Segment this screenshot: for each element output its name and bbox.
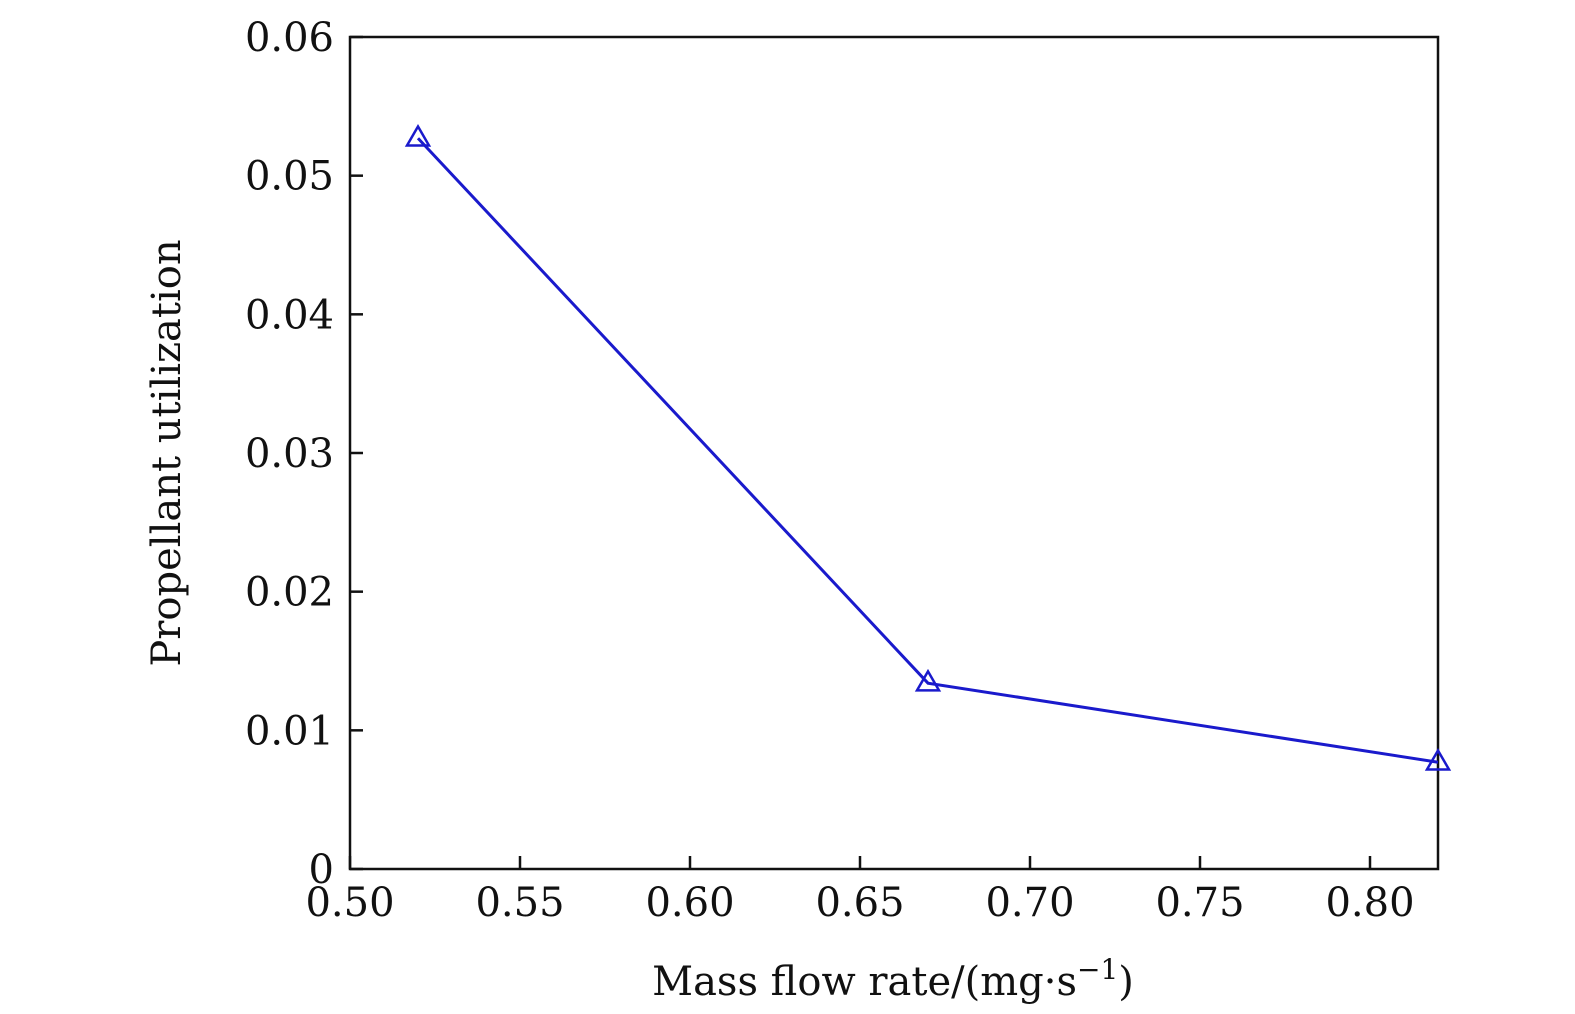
y-axis-title: Propellant utilization xyxy=(144,239,190,666)
x-axis-title: Mass flow rate/(mg·s−1) xyxy=(652,953,1134,1005)
y-axis: 0 0.01 0.02 0.03 0.04 0.05 0.06 xyxy=(245,15,363,893)
y-tick-label: 0.03 xyxy=(245,431,334,477)
series-layer xyxy=(404,123,1452,771)
x-tick-label: 0.75 xyxy=(1155,880,1244,926)
data-point-triangle xyxy=(914,668,942,692)
y-tick-label: 0.04 xyxy=(245,292,334,338)
y-tick-label: 0.05 xyxy=(245,154,334,200)
x-axis-title-main: Mass flow rate/(mg·s xyxy=(652,959,1077,1005)
plot-area-frame xyxy=(348,35,1440,871)
x-tick-label: 0.80 xyxy=(1325,880,1414,926)
y-tick-label: 0.01 xyxy=(245,708,334,754)
series-line xyxy=(416,137,1439,764)
y-tick-label: 0.06 xyxy=(245,15,334,61)
data-point-triangle xyxy=(1424,747,1452,771)
y-tick-label: 0.02 xyxy=(245,570,334,616)
x-tick-label: 0.55 xyxy=(475,880,564,926)
y-tick-label: 0 xyxy=(309,847,334,893)
x-axis-title-close: ) xyxy=(1118,959,1134,1005)
x-axis-title-exponent: −1 xyxy=(1077,953,1118,986)
x-tick-label: 0.65 xyxy=(815,880,904,926)
x-tick-label: 0.70 xyxy=(985,880,1074,926)
data-point-triangle xyxy=(404,123,432,147)
x-tick-label: 0.60 xyxy=(645,880,734,926)
x-axis: 0.50 0.55 0.60 0.65 0.70 0.75 0.80 xyxy=(305,856,1415,926)
x-tick-label: 0.50 xyxy=(305,880,394,926)
